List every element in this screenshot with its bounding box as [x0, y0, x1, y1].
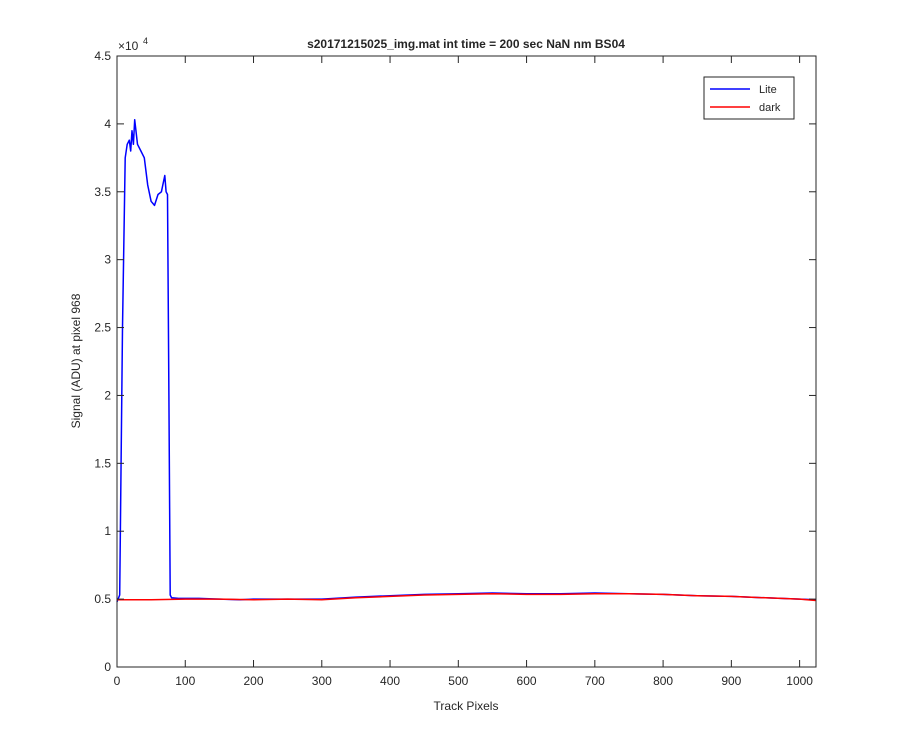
- x-tick-label: 200: [244, 674, 264, 688]
- x-tick-label: 1000: [786, 674, 813, 688]
- series-line-dark: [117, 592, 817, 602]
- x-tick-label: 900: [721, 674, 741, 688]
- legend-box: [703, 76, 795, 120]
- x-tick-label: 400: [380, 674, 400, 688]
- y-exponent-power: 4: [143, 36, 148, 46]
- series-layer: [116, 119, 817, 603]
- y-axis-label: Signal (ADU) at pixel 968: [69, 293, 83, 428]
- x-tick-label: 700: [585, 674, 605, 688]
- x-axis-label: Track Pixels: [434, 699, 499, 713]
- chart-title: s20171215025_img.mat int time = 200 sec …: [307, 37, 625, 51]
- legend: Lite dark: [703, 76, 795, 120]
- x-tick-label: 300: [312, 674, 332, 688]
- x-tick-label: 800: [653, 674, 673, 688]
- plot-area: [117, 56, 816, 667]
- y-exponent-base: ×10: [118, 39, 139, 53]
- x-tick-label: 500: [448, 674, 468, 688]
- x-tick-label: 600: [517, 674, 537, 688]
- y-tick-label: 4: [104, 117, 111, 131]
- y-tick-label: 3.5: [94, 185, 111, 199]
- x-ticks: 0 100 200 300 400 500 600 700 800 900 1000: [114, 56, 813, 688]
- x-tick-label: 0: [114, 674, 121, 688]
- y-tick-label: 2: [104, 388, 111, 402]
- y-ticks: 0 0.5 1 1.5 2 2.5 3 3.5 4 4.5: [94, 49, 816, 674]
- legend-label-dark: dark: [759, 102, 781, 114]
- axes-box: [116, 55, 817, 668]
- y-tick-label: 1.5: [94, 456, 111, 470]
- y-exponent: ×10 4: [118, 36, 148, 53]
- legend-label-lite: Lite: [759, 84, 777, 96]
- y-tick-label: 4.5: [94, 49, 111, 63]
- y-tick-label: 1: [104, 524, 111, 538]
- y-tick-label: 3: [104, 253, 111, 267]
- y-tick-label: 0.5: [94, 592, 111, 606]
- y-tick-label: 0: [104, 660, 111, 674]
- y-tick-label: 2.5: [94, 321, 111, 335]
- x-tick-label: 100: [175, 674, 195, 688]
